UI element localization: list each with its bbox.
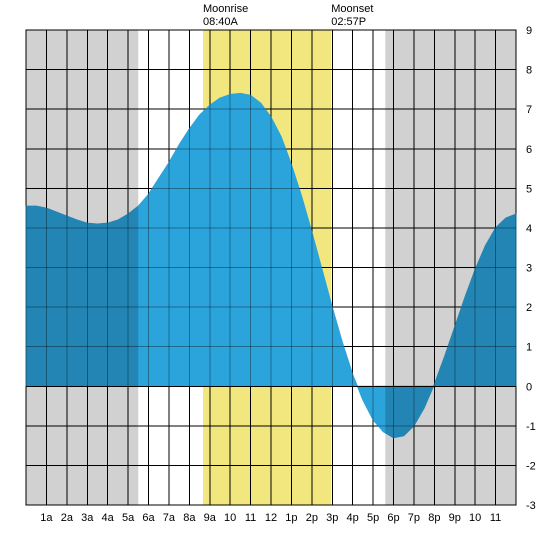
x-tick-label: 9p bbox=[449, 512, 461, 524]
y-tick-label: -1 bbox=[526, 421, 536, 433]
y-tick-label: 3 bbox=[526, 263, 532, 275]
y-tick-label: -3 bbox=[526, 500, 536, 512]
x-tick-label: 3p bbox=[326, 512, 338, 524]
x-tick-label: 8a bbox=[183, 512, 196, 524]
x-tick-label: 1p bbox=[285, 512, 297, 524]
annotation-title-moonrise: Moonrise bbox=[203, 3, 248, 15]
x-tick-label: 6p bbox=[387, 512, 399, 524]
y-tick-label: 0 bbox=[526, 381, 532, 393]
x-tick-label: 9a bbox=[204, 512, 217, 524]
x-tick-label: 7a bbox=[163, 512, 176, 524]
x-tick-label: 6a bbox=[142, 512, 155, 524]
y-tick-label: 2 bbox=[526, 302, 532, 314]
annotation-title-moonset: Moonset bbox=[331, 3, 373, 15]
x-tick-label: 1a bbox=[40, 512, 53, 524]
x-tick-label: 10 bbox=[224, 512, 236, 524]
y-tick-label: 7 bbox=[526, 104, 532, 116]
y-tick-label: -2 bbox=[526, 460, 536, 472]
x-tick-label: 2a bbox=[61, 512, 74, 524]
tide-chart: -3-2-101234567891a2a3a4a5a6a7a8a9a101112… bbox=[0, 0, 550, 550]
x-tick-label: 5a bbox=[122, 512, 135, 524]
x-tick-label: 8p bbox=[428, 512, 440, 524]
x-tick-label: 10 bbox=[469, 512, 481, 524]
x-tick-label: 5p bbox=[367, 512, 379, 524]
x-tick-label: 12 bbox=[265, 512, 277, 524]
x-tick-label: 4a bbox=[102, 512, 115, 524]
x-tick-label: 3a bbox=[81, 512, 94, 524]
y-tick-label: 5 bbox=[526, 183, 532, 195]
y-tick-label: 8 bbox=[526, 65, 532, 77]
y-tick-label: 4 bbox=[526, 223, 532, 235]
annotation-value-moonrise: 08:40A bbox=[203, 16, 239, 28]
y-tick-label: 6 bbox=[526, 144, 532, 156]
chart-svg: -3-2-101234567891a2a3a4a5a6a7a8a9a101112… bbox=[0, 0, 550, 550]
x-tick-label: 2p bbox=[306, 512, 318, 524]
x-tick-label: 11 bbox=[245, 512, 256, 524]
y-tick-label: 9 bbox=[526, 25, 532, 37]
annotation-value-moonset: 02:57P bbox=[331, 16, 366, 28]
x-tick-label: 11 bbox=[490, 512, 501, 524]
x-tick-label: 4p bbox=[347, 512, 359, 524]
x-tick-label: 7p bbox=[408, 512, 420, 524]
y-tick-label: 1 bbox=[526, 342, 532, 354]
